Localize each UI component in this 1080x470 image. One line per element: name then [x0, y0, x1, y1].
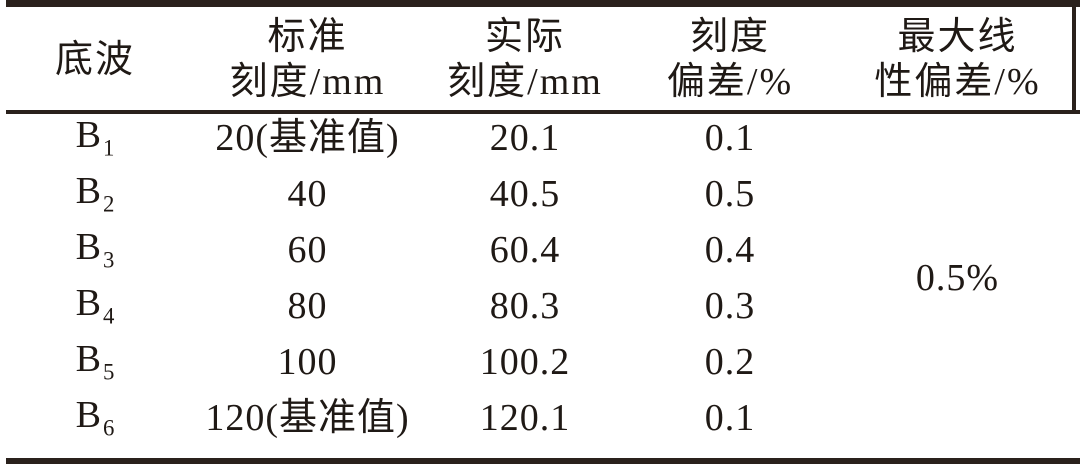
header-label: 性偏差/% — [874, 61, 1041, 104]
row-label: B2 — [0, 166, 190, 222]
scale-deviation-cell: 0.1 — [704, 397, 756, 439]
header-label: 刻度 — [689, 16, 770, 58]
table-bottom-rule — [6, 458, 1080, 464]
header-label: 底波 — [54, 38, 135, 81]
header-label: 刻度/mm — [447, 61, 603, 104]
header-label: 最大线 — [897, 16, 1018, 58]
table-row: B4 80 80.3 0.3 — [0, 278, 1080, 334]
actual-scale-cell: 100.2 — [479, 341, 571, 383]
row-label-subscript: 2 — [102, 191, 115, 217]
header-bottom-wave: 底波 — [0, 7, 190, 110]
actual-scale-cell: 40.5 — [489, 173, 561, 215]
table-row: B6 120(基准值) 120.1 0.1 — [0, 390, 1080, 446]
scale-deviation-cell: 0.5 — [704, 173, 756, 215]
row-label: B3 — [0, 222, 190, 278]
table-header-rule — [6, 110, 1080, 114]
header-scale-deviation: 刻度 偏差/% — [625, 7, 835, 110]
header-label: 偏差/% — [666, 61, 794, 104]
scale-deviation-cell: 0.2 — [704, 341, 756, 383]
row-label-base: B — [75, 225, 103, 268]
header-standard-scale: 标准 刻度/mm — [190, 7, 425, 110]
standard-scale-cell: 120(基准值) — [205, 397, 410, 439]
actual-scale-cell: 120.1 — [479, 397, 571, 439]
calibration-table: 底波 标准 刻度/mm 实际 刻度/mm — [0, 7, 1080, 446]
header-label: 标准 — [267, 16, 348, 58]
row-label-base: B — [75, 169, 103, 212]
row-label-subscript: 6 — [102, 415, 115, 441]
row-label-subscript: 4 — [102, 303, 115, 329]
scale-deviation-cell: 0.3 — [704, 285, 756, 327]
standard-scale-cell: 80 — [287, 285, 328, 327]
row-label-base: B — [75, 393, 103, 436]
standard-scale-cell: 60 — [287, 229, 328, 271]
row-label-base: B — [75, 113, 103, 156]
actual-scale-cell: 20.1 — [489, 117, 561, 159]
row-label: B5 — [0, 334, 190, 390]
standard-scale-cell: 100 — [277, 341, 338, 383]
standard-scale-cell: 20(基准值) — [215, 117, 400, 159]
row-label: B4 — [0, 278, 190, 334]
header-max-linear-deviation: 最大线 性偏差/% — [835, 7, 1080, 110]
header-label: 实际 — [484, 16, 565, 58]
table-row: B2 40 40.5 0.5 — [0, 166, 1080, 222]
scale-deviation-cell: 0.1 — [704, 117, 756, 159]
header-row: 底波 标准 刻度/mm 实际 刻度/mm — [0, 7, 1080, 110]
table-row: B5 100 100.2 0.2 — [0, 334, 1080, 390]
header-label: 刻度/mm — [229, 61, 386, 104]
actual-scale-cell: 80.3 — [489, 285, 561, 327]
row-label-base: B — [75, 337, 103, 380]
table-row: B1 20(基准值) 20.1 0.1 0.5% — [0, 110, 1080, 297]
row-label-base: B — [75, 281, 103, 324]
table-row: B3 60 60.4 0.4 — [0, 222, 1080, 278]
row-label-subscript: 5 — [102, 359, 115, 385]
row-label: B6 — [0, 390, 190, 446]
header-actual-scale: 实际 刻度/mm — [425, 7, 625, 110]
max-linear-deviation-cell: 0.5% — [915, 257, 1000, 299]
actual-scale-cell: 60.4 — [489, 229, 561, 271]
standard-scale-cell: 40 — [287, 173, 328, 215]
scale-deviation-cell: 0.4 — [704, 229, 756, 271]
row-label-subscript: 3 — [102, 247, 115, 273]
row-label-subscript: 1 — [102, 135, 115, 161]
row-label: B1 — [0, 110, 190, 166]
table-top-rule — [6, 0, 1080, 7]
header-right-edge-rule — [1072, 0, 1076, 112]
